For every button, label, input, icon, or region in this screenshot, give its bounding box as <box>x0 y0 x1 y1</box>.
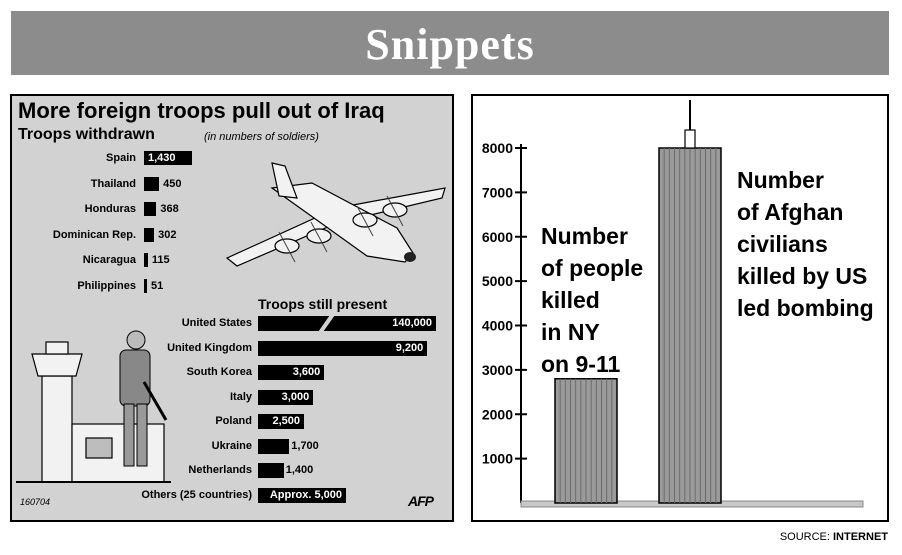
present-label: Others (25 countries) <box>141 488 252 501</box>
present-value: 3,600 <box>292 366 321 378</box>
withdrawn-label: Thailand <box>90 177 136 190</box>
present-bar <box>258 414 304 429</box>
present-value: Approx. 5,000 <box>269 488 342 501</box>
small-bar-caption: on 9-11 <box>541 351 620 377</box>
small-bar-caption: Number <box>541 223 628 249</box>
small-bar-caption: killed <box>541 287 600 313</box>
casualties-chart-panel: 1000 2000 3000 4000 5000 6000 7000 8000 Number of… <box>471 94 889 522</box>
infographic-title: More foreign troops pull out of Iraq <box>18 98 385 123</box>
present-value: 3,000 <box>281 390 310 403</box>
withdrawn-bar <box>144 151 192 165</box>
present-bar <box>258 438 290 454</box>
present-label: United Kingdom <box>167 341 252 354</box>
withdrawn-value: 1,430 <box>148 152 176 164</box>
y-tick-label: 4000 <box>482 318 513 334</box>
antenna-base <box>684 129 696 149</box>
withdrawn-bar <box>144 253 148 267</box>
source-prefix: SOURCE: <box>779 531 833 543</box>
large-bar-caption: Number <box>737 167 824 193</box>
withdrawn-label: Dominican Rep. <box>52 228 136 241</box>
present-value: 9,200 <box>395 341 424 354</box>
present-bar <box>258 463 284 478</box>
present-value: 1,700 <box>291 439 319 452</box>
present-label: Italy <box>229 390 252 403</box>
present-label: Poland <box>215 415 252 427</box>
present-bar <box>258 487 346 503</box>
withdrawn-heading: Troops withdrawn <box>18 126 155 143</box>
withdrawn-label: Honduras <box>84 203 136 215</box>
aircraft-illustration <box>225 162 446 267</box>
present-label: United States <box>181 317 252 329</box>
graphic-code: 160704 <box>20 497 51 507</box>
present-label: Netherlands <box>188 464 252 476</box>
present-value: 2,500 <box>272 415 300 427</box>
y-tick-label: 3000 <box>482 362 513 378</box>
afp-logo: AFP <box>408 493 434 509</box>
y-tick-label: 2000 <box>482 406 513 422</box>
source-value: INTERNET <box>833 531 888 543</box>
withdrawn-value: 368 <box>160 203 179 215</box>
small-bar-caption: in NY <box>541 319 600 345</box>
withdrawn-value: 302 <box>158 228 177 241</box>
large-bar-caption: led bombing <box>737 295 874 321</box>
large-bar-caption: of Afghan <box>737 199 843 225</box>
y-tick-label: 5000 <box>482 273 513 289</box>
troops-infographic: More foreign troops pull out of Iraq Tro… <box>10 94 454 522</box>
y-tick-label: 1000 <box>482 451 513 467</box>
withdrawn-value: 450 <box>163 177 182 190</box>
present-value: 140,000 <box>392 317 432 329</box>
y-tick-label: 6000 <box>482 229 513 245</box>
present-bar <box>258 316 436 331</box>
present-heading: Troops still present <box>258 296 388 312</box>
soldier-icon <box>119 330 168 467</box>
y-tick-label: 7000 <box>482 184 513 200</box>
header-banner: Snippets <box>11 11 889 75</box>
present-bar <box>258 365 325 380</box>
withdrawn-bar <box>144 176 160 191</box>
source-credit: SOURCE: INTERNET <box>760 531 888 543</box>
present-label: Ukraine <box>211 439 252 452</box>
withdrawn-label: Nicaragua <box>82 254 136 266</box>
withdrawn-value: 51 <box>151 279 164 292</box>
units-note: (in numbers of soldiers) <box>204 131 319 143</box>
large-bar-caption: killed by US <box>737 263 867 289</box>
soldier-and-tower-illustration <box>16 330 171 483</box>
withdrawn-label: Spain <box>106 152 136 164</box>
large-bar-caption: civilians <box>737 231 828 257</box>
present-bar <box>258 340 428 356</box>
page-title: Snippets <box>365 20 535 69</box>
present-bar <box>258 389 314 405</box>
withdrawn-value: 115 <box>151 254 170 266</box>
present-label: South Korea <box>186 366 252 378</box>
casualty-bar-chart: 1000 2000 3000 4000 5000 6000 7000 8000 Number of… <box>482 100 874 508</box>
present-value: 1,400 <box>285 464 314 476</box>
withdrawn-bar <box>144 278 147 293</box>
y-tick-label: 8000 <box>482 140 513 156</box>
small-bar-caption: of people <box>541 255 643 281</box>
withdrawn-bar <box>144 202 157 216</box>
withdrawn-bar <box>144 227 155 242</box>
withdrawn-label: Philippines <box>77 279 136 292</box>
